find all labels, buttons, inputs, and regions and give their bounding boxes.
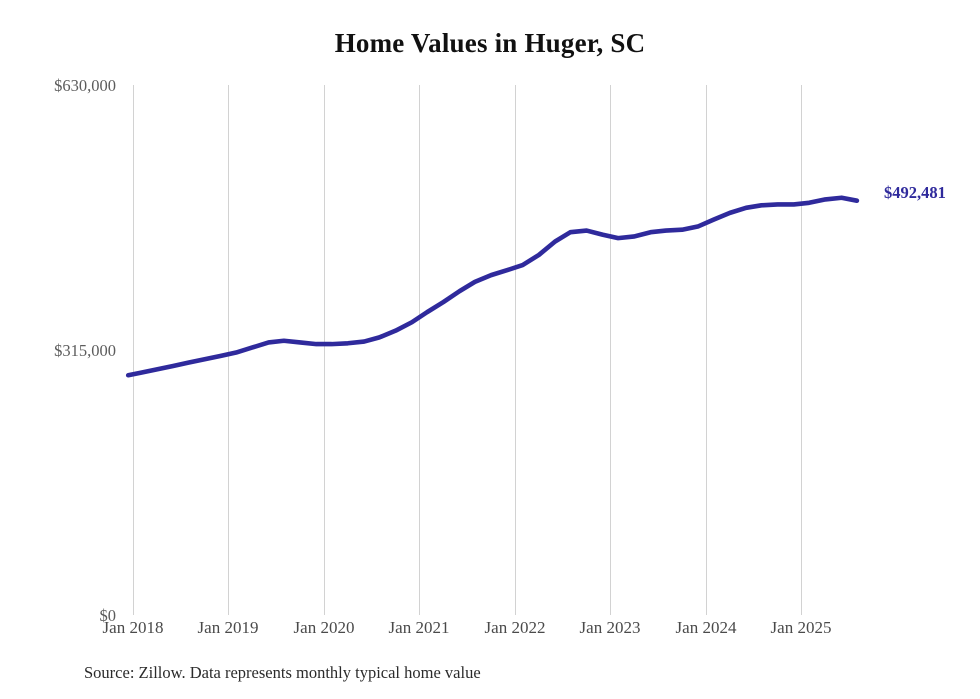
home-value-line xyxy=(125,195,860,378)
y-axis-tick-label-630000: $630,000 xyxy=(54,76,116,95)
gridline-2023 xyxy=(610,85,611,615)
gridline-2024 xyxy=(706,85,707,615)
gridline-2018 xyxy=(133,85,134,615)
x-axis-tick-label-jan-2025: Jan 2025 xyxy=(770,618,832,637)
chart-title: Home Values in Huger, SC xyxy=(334,28,646,58)
x-axis-tick-label-jan-2023: Jan 2023 xyxy=(579,618,641,637)
gridline-2019 xyxy=(228,85,229,615)
gridline-2025 xyxy=(801,85,802,615)
x-axis-tick-label-jan-2018: Jan 2018 xyxy=(102,618,164,637)
x-axis-tick-label-jan-2022: Jan 2022 xyxy=(484,618,546,637)
gridline-2021 xyxy=(419,85,420,615)
y-axis-tick-label-0: $0 xyxy=(99,606,117,625)
x-axis-tick-label-jan-2019: Jan 2019 xyxy=(197,618,259,637)
x-axis-tick-label-jan-2020: Jan 2020 xyxy=(293,618,355,637)
source-note: Source: Zillow. Data represents monthly … xyxy=(84,663,481,682)
gridline-2020 xyxy=(324,85,325,615)
x-axis-tick-label-jan-2024: Jan 2024 xyxy=(675,618,737,637)
end-value-annotation: $492,481 xyxy=(884,183,946,202)
x-axis-tick-label-jan-2021: Jan 2021 xyxy=(388,618,450,637)
y-axis-tick-label-315000: $315,000 xyxy=(54,341,116,360)
gridline-2022 xyxy=(515,85,516,615)
